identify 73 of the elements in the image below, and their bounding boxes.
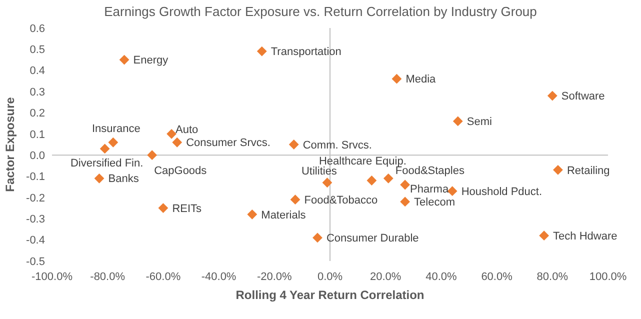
- point: [290, 194, 300, 205]
- y-tick-label: 0.0: [30, 150, 45, 162]
- annotation: Utilities: [301, 165, 338, 178]
- point: [247, 209, 258, 220]
- y-tick-label: -0.3: [26, 213, 45, 226]
- annotation: Comm. Srvcs.: [302, 139, 372, 152]
- point: [166, 128, 176, 139]
- y-tick-label: 0.3: [30, 86, 45, 98]
- point: [147, 150, 158, 160]
- x-tick-label: -60.0%: [146, 270, 181, 283]
- annotation: Retailing: [566, 164, 610, 177]
- x-axis-title: Rolling 4 Year Return Correlation: [236, 288, 424, 302]
- annotation: Media: [406, 74, 437, 86]
- y-tick-label: 0.1: [30, 128, 45, 141]
- x-tick-label: 80.0%: [536, 270, 568, 283]
- annotation: Diversified Fin.: [70, 158, 144, 170]
- annotation: Healthcare Equip.: [318, 155, 406, 168]
- annotation: Semi: [466, 116, 492, 128]
- annotation: Tech Hdware: [553, 230, 618, 242]
- chart-title: Earnings Growth Factor Exposure vs. Return Correlation by Industry Group: [104, 4, 537, 19]
- x-tick-label: -80.0%: [90, 270, 126, 283]
- point: [452, 116, 463, 126]
- x-tick-label: -100.0%: [32, 270, 73, 283]
- point: [400, 196, 410, 207]
- point: [553, 164, 563, 175]
- point: [539, 230, 550, 241]
- point: [108, 137, 118, 148]
- annotation: Consumer Durable: [326, 232, 419, 245]
- point: [256, 46, 267, 56]
- annotation: Pharma: [410, 184, 450, 196]
- y-tick-label: -0.4: [26, 234, 45, 247]
- x-tick-label: 100.0%: [589, 270, 627, 283]
- y-tick-label: 0.2: [30, 108, 45, 120]
- annotation: Materials: [261, 209, 306, 222]
- annotation: Software: [561, 90, 605, 103]
- point: [94, 173, 104, 184]
- y-tick-label: 0.4: [30, 65, 45, 78]
- annotation: Telecom: [414, 196, 456, 209]
- x-tick-label: -40.0%: [201, 270, 236, 283]
- point: [366, 176, 377, 186]
- x-tick-label: 40.0%: [426, 270, 458, 283]
- point: [547, 90, 558, 101]
- point: [312, 232, 322, 243]
- point: [322, 178, 332, 188]
- y-tick-label: 0.5: [30, 44, 45, 56]
- annotation: Energy: [133, 54, 169, 67]
- y-tick-label: -0.5: [26, 256, 45, 268]
- point: [400, 180, 410, 190]
- x-tick-label: 60.0%: [481, 270, 513, 283]
- annotation: Food&Staples: [395, 165, 465, 178]
- y-tick-label: 0.6: [30, 22, 45, 35]
- point: [100, 144, 110, 154]
- annotation: Food&Tobacco: [304, 194, 378, 206]
- annotation: Banks: [108, 173, 140, 186]
- x-tick-label: 0.0%: [317, 270, 343, 283]
- annotation: Auto: [176, 124, 198, 136]
- x-tick-label: -20.0%: [256, 270, 292, 283]
- y-axis-title: Factor Exposure: [3, 96, 17, 192]
- annotation: Houshold Pduct.: [461, 186, 542, 198]
- point: [119, 54, 130, 65]
- point: [288, 140, 299, 150]
- annotation: Transportation: [270, 46, 342, 58]
- y-tick-label: -0.2: [26, 192, 45, 204]
- annotation: REITs: [172, 202, 202, 215]
- point: [392, 74, 402, 84]
- annotation: CapGoods: [154, 164, 208, 177]
- point: [383, 173, 394, 184]
- y-tick-label: -0.1: [26, 171, 45, 184]
- point: [158, 203, 168, 213]
- annotation: Consumer Srvcs.: [186, 137, 270, 150]
- annotation: Insurance: [92, 123, 140, 136]
- point: [172, 137, 182, 148]
- x-tick-label: 20.0%: [370, 270, 402, 283]
